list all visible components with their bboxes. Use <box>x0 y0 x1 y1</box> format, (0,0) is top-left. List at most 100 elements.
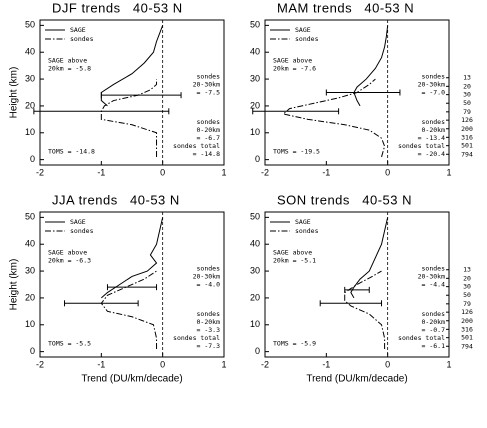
y2-tick-label: 79 <box>463 300 471 308</box>
annotation: sondes total <box>173 334 220 342</box>
y2-tick-label: 316 <box>461 133 473 141</box>
x-tick-label: 1 <box>221 359 226 369</box>
x-tick-label: -1 <box>322 167 330 177</box>
annotation: = -4.4 <box>422 280 446 288</box>
annotation: 0-20km <box>422 126 446 134</box>
profile-line <box>350 217 389 299</box>
profile-line <box>353 25 389 107</box>
annotation: TOMS = -14.8 <box>48 148 95 156</box>
annotation: 20-30km <box>193 272 220 280</box>
y-tick-label: 40 <box>25 239 35 249</box>
y-tick-label: 0 <box>30 346 35 356</box>
y2-tick-label: 50 <box>463 291 471 299</box>
panel-title: JJA trends 40-53 N <box>52 192 180 207</box>
y-tick-label: 20 <box>250 292 260 302</box>
y2-tick-label: 20 <box>463 82 471 90</box>
annotation: TOMS = -19.5 <box>273 148 320 156</box>
y-tick-label: 40 <box>25 47 35 57</box>
x-tick-label: -1 <box>322 359 330 369</box>
y2-tick-label: 501 <box>461 334 473 342</box>
annotation: 20-30km <box>193 80 220 88</box>
annotation: SAGE above <box>48 56 87 64</box>
profile-line <box>100 270 158 349</box>
x-tick-label: 0 <box>385 167 390 177</box>
annotation: TOMS = -5.5 <box>48 340 91 348</box>
annotation: 20km = -5.1 <box>273 256 316 264</box>
x-tick-label: 0 <box>160 167 165 177</box>
annotation: SAGE above <box>48 248 87 256</box>
profile-line <box>282 78 386 158</box>
y2-tick-label: 126 <box>461 116 473 124</box>
annotation: 0-20km <box>197 318 221 326</box>
y-tick-label: 50 <box>25 212 35 222</box>
annotation: = -0.7 <box>422 326 446 334</box>
y2-tick-label: 50 <box>463 99 471 107</box>
plot-frame <box>39 211 225 358</box>
annotation: sondes <box>422 310 446 318</box>
y2-tick-label: 200 <box>461 125 473 133</box>
annotation: sondes <box>197 310 221 318</box>
y2-tick-label: 79 <box>463 108 471 116</box>
annotation: = -7.5 <box>197 88 221 96</box>
annotation: sondes <box>197 264 221 272</box>
panel-title: MAM trends 40-53 N <box>277 0 414 15</box>
y-tick-label: 40 <box>250 47 260 57</box>
annotation: 20km = -5.8 <box>48 64 91 72</box>
y-tick-label: 10 <box>250 319 260 329</box>
y2-tick-label: 13 <box>463 266 471 274</box>
x-tick-label: 1 <box>221 167 226 177</box>
annotation: sondes <box>197 118 221 126</box>
panel-title: DJF trends 40-53 N <box>52 0 183 15</box>
y2-tick-label: 30 <box>463 283 471 291</box>
legend-label: sondes <box>295 227 319 235</box>
y-tick-label: 0 <box>30 154 35 164</box>
x-axis-label: Trend (DU/km/decade) <box>306 374 407 385</box>
annotation: sondes <box>422 72 446 80</box>
x-tick-label: -2 <box>261 359 269 369</box>
y-tick-label: 10 <box>250 127 260 137</box>
annotation: = -7.0 <box>422 88 446 96</box>
profile-line <box>100 79 158 157</box>
y-tick-label: 0 <box>255 154 260 164</box>
y2-tick-label: 13 <box>463 74 471 82</box>
legend-label: SAGE <box>295 218 311 226</box>
annotation: sondes total <box>398 142 445 150</box>
y-tick-label: 10 <box>25 319 35 329</box>
legend-label: SAGE <box>70 218 86 226</box>
annotation: sondes total <box>398 334 445 342</box>
y-tick-label: 20 <box>25 292 35 302</box>
annotation: = -6.7 <box>197 134 221 142</box>
legend-label: sondes <box>70 35 94 43</box>
annotation: = -3.3 <box>197 326 221 334</box>
annotation: = -13.4 <box>418 134 445 142</box>
y-tick-label: 30 <box>250 73 260 83</box>
y2-tick-label: 794 <box>461 150 473 158</box>
annotation: 0-20km <box>422 318 446 326</box>
legend-label: sondes <box>70 227 94 235</box>
y-tick-label: 20 <box>25 100 35 110</box>
y2-tick-label: 501 <box>461 142 473 150</box>
x-axis-label: Trend (DU/km/decade) <box>81 374 182 385</box>
annotation: 20km = -7.6 <box>273 64 316 72</box>
annotation: TOMS = -5.9 <box>273 340 316 348</box>
x-tick-label: -2 <box>36 359 44 369</box>
profile-line <box>344 270 386 349</box>
annotation: 20-30km <box>418 272 445 280</box>
x-tick-label: -1 <box>97 359 105 369</box>
annotation: = -14.8 <box>193 150 220 158</box>
annotation: = -7.3 <box>197 342 221 350</box>
annotation: sondes total <box>173 142 220 150</box>
y2-tick-label: 126 <box>461 308 473 316</box>
x-tick-label: -2 <box>36 167 44 177</box>
y-axis-label: Height (km) <box>9 259 20 311</box>
annotation: 20km = -6.3 <box>48 256 91 264</box>
panel-title: SON trends 40-53 N <box>277 192 412 207</box>
plot-frame <box>39 19 225 166</box>
annotation: = -4.0 <box>197 280 221 288</box>
annotation: SAGE above <box>273 248 312 256</box>
y-tick-label: 30 <box>25 265 35 275</box>
x-tick-label: 1 <box>446 167 451 177</box>
annotation: 0-20km <box>197 126 221 134</box>
y2-tick-label: 794 <box>461 342 473 350</box>
